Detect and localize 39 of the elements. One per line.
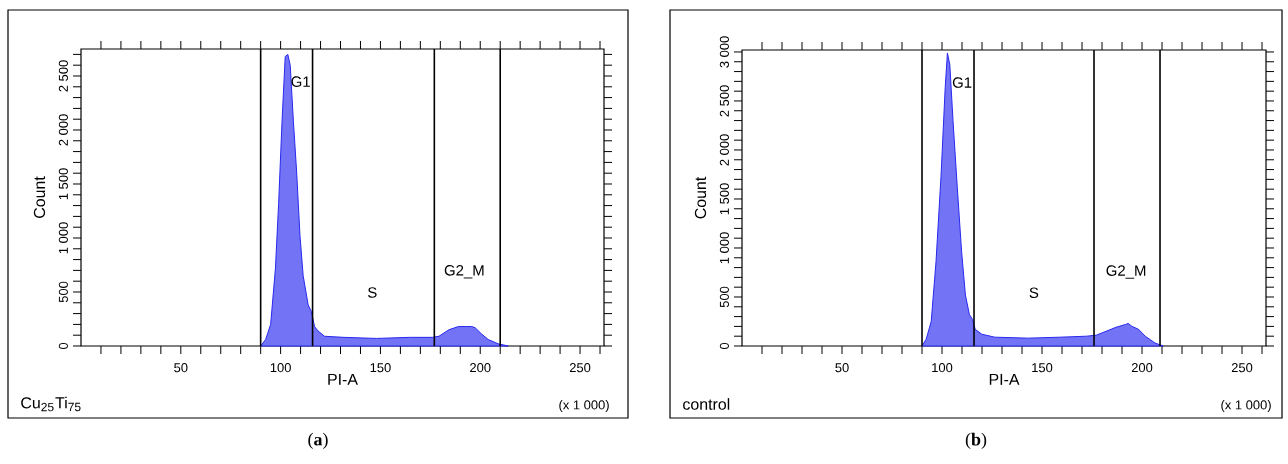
y-tick-label: 1 000 <box>58 222 68 254</box>
x-tick-label: 150 <box>370 363 391 373</box>
y-axis-title: Count <box>694 176 707 219</box>
annotation: S <box>368 287 377 298</box>
text: (b) <box>965 432 987 450</box>
y-tick-label: 2 500 <box>719 85 729 117</box>
annotation: G1 <box>291 76 310 87</box>
y-tick-label: 1 500 <box>719 183 729 215</box>
annotation: G2_M <box>1106 265 1146 279</box>
y-tick-label: 0 <box>58 342 68 350</box>
y-tick-label: 1 500 <box>58 168 68 200</box>
text: control <box>683 398 730 410</box>
x-tick-label: 150 <box>1032 363 1053 373</box>
x-tick-label: 250 <box>1231 363 1253 373</box>
x-tick-label: 50 <box>835 363 849 373</box>
y-tick-label: 1 000 <box>719 232 729 264</box>
y-tick-label: 0 <box>719 342 729 350</box>
text: (x 1 000) <box>559 399 609 413</box>
x-tick-label: 200 <box>470 363 491 373</box>
y-tick-label: 2 500 <box>58 60 68 92</box>
y-tick-label: 500 <box>719 286 729 308</box>
x-axis-title: PI-A <box>328 373 358 385</box>
annotation: G2_M <box>444 265 484 279</box>
text: Cu$_{25}$Ti$_{75}$ <box>21 396 81 412</box>
annotation: G1 <box>952 77 972 88</box>
y-tick-label: 2 000 <box>58 114 68 146</box>
y-tick-label: 500 <box>58 281 68 303</box>
y-tick-label: 3 000 <box>719 36 729 68</box>
y-tick-label: 2 000 <box>719 134 729 166</box>
x-tick-label: 250 <box>569 363 591 373</box>
y-axis-title: Count <box>33 176 46 218</box>
text: (a) <box>308 432 328 450</box>
x-tick-label: 100 <box>270 363 291 373</box>
annotation: S <box>1029 287 1039 299</box>
x-tick-label: 100 <box>932 363 953 373</box>
x-tick-label: 200 <box>1131 363 1153 373</box>
x-tick-label: 50 <box>174 363 188 373</box>
text: (x 1 000) <box>1221 399 1271 413</box>
x-axis-title: PI-A <box>989 373 1020 385</box>
